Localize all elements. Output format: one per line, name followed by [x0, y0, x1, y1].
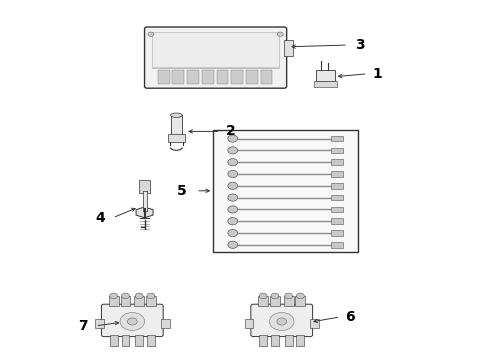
Bar	[295, 296, 305, 306]
Bar	[202, 70, 214, 84]
Bar	[171, 115, 182, 135]
Bar	[284, 296, 294, 306]
Bar	[158, 70, 170, 84]
Circle shape	[228, 194, 238, 201]
Circle shape	[277, 32, 283, 36]
Circle shape	[228, 182, 238, 189]
Bar	[122, 335, 129, 346]
Circle shape	[259, 293, 267, 299]
Polygon shape	[136, 207, 153, 218]
Bar	[331, 171, 343, 177]
Bar	[146, 296, 156, 306]
Circle shape	[285, 293, 293, 299]
Circle shape	[270, 312, 294, 330]
Circle shape	[228, 159, 238, 166]
Circle shape	[228, 147, 238, 154]
Bar	[270, 296, 280, 306]
Text: 4: 4	[96, 211, 105, 225]
Bar	[314, 81, 337, 87]
Circle shape	[120, 312, 145, 330]
Bar	[217, 70, 228, 84]
Bar	[110, 335, 118, 346]
Circle shape	[277, 318, 287, 325]
Bar	[331, 207, 343, 212]
Text: 1: 1	[372, 67, 382, 81]
Bar	[331, 218, 343, 224]
Bar	[139, 180, 150, 193]
Bar	[168, 134, 185, 142]
Ellipse shape	[171, 113, 182, 117]
Bar	[331, 242, 343, 248]
Circle shape	[228, 135, 238, 142]
Text: 7: 7	[78, 319, 88, 333]
Bar	[331, 195, 343, 201]
Bar	[147, 335, 155, 346]
Circle shape	[228, 206, 238, 213]
Circle shape	[228, 170, 238, 177]
Bar	[284, 40, 293, 56]
Circle shape	[148, 32, 154, 36]
Bar	[213, 130, 358, 252]
Bar	[316, 70, 335, 81]
Bar	[246, 70, 258, 84]
Bar	[331, 159, 343, 165]
Circle shape	[122, 293, 129, 299]
Bar	[172, 70, 184, 84]
Circle shape	[228, 229, 238, 237]
Bar	[161, 319, 170, 328]
Text: 5: 5	[176, 184, 186, 198]
Circle shape	[135, 293, 143, 299]
FancyBboxPatch shape	[101, 304, 163, 337]
Circle shape	[271, 293, 279, 299]
Bar	[331, 183, 343, 189]
Bar	[310, 319, 319, 328]
Bar	[296, 335, 304, 346]
FancyBboxPatch shape	[145, 27, 287, 88]
Bar	[331, 230, 343, 236]
Bar	[187, 70, 199, 84]
Bar	[285, 335, 293, 346]
Circle shape	[110, 293, 118, 299]
Bar	[109, 296, 119, 306]
Text: 3: 3	[355, 38, 365, 52]
Bar	[152, 32, 279, 67]
Bar	[259, 335, 267, 346]
Circle shape	[127, 318, 137, 325]
Circle shape	[296, 293, 304, 299]
Bar	[135, 335, 143, 346]
Bar	[134, 296, 144, 306]
Bar	[271, 335, 279, 346]
Bar	[95, 319, 104, 328]
Bar	[258, 296, 268, 306]
Bar	[331, 148, 343, 153]
Bar	[231, 70, 243, 84]
Bar	[245, 319, 253, 328]
Bar	[331, 136, 343, 141]
Text: 6: 6	[345, 310, 355, 324]
Text: 2: 2	[225, 125, 235, 138]
Bar	[121, 296, 130, 306]
FancyBboxPatch shape	[251, 304, 313, 337]
Circle shape	[228, 217, 238, 225]
Bar	[261, 70, 272, 84]
Circle shape	[228, 241, 238, 248]
Circle shape	[147, 293, 155, 299]
